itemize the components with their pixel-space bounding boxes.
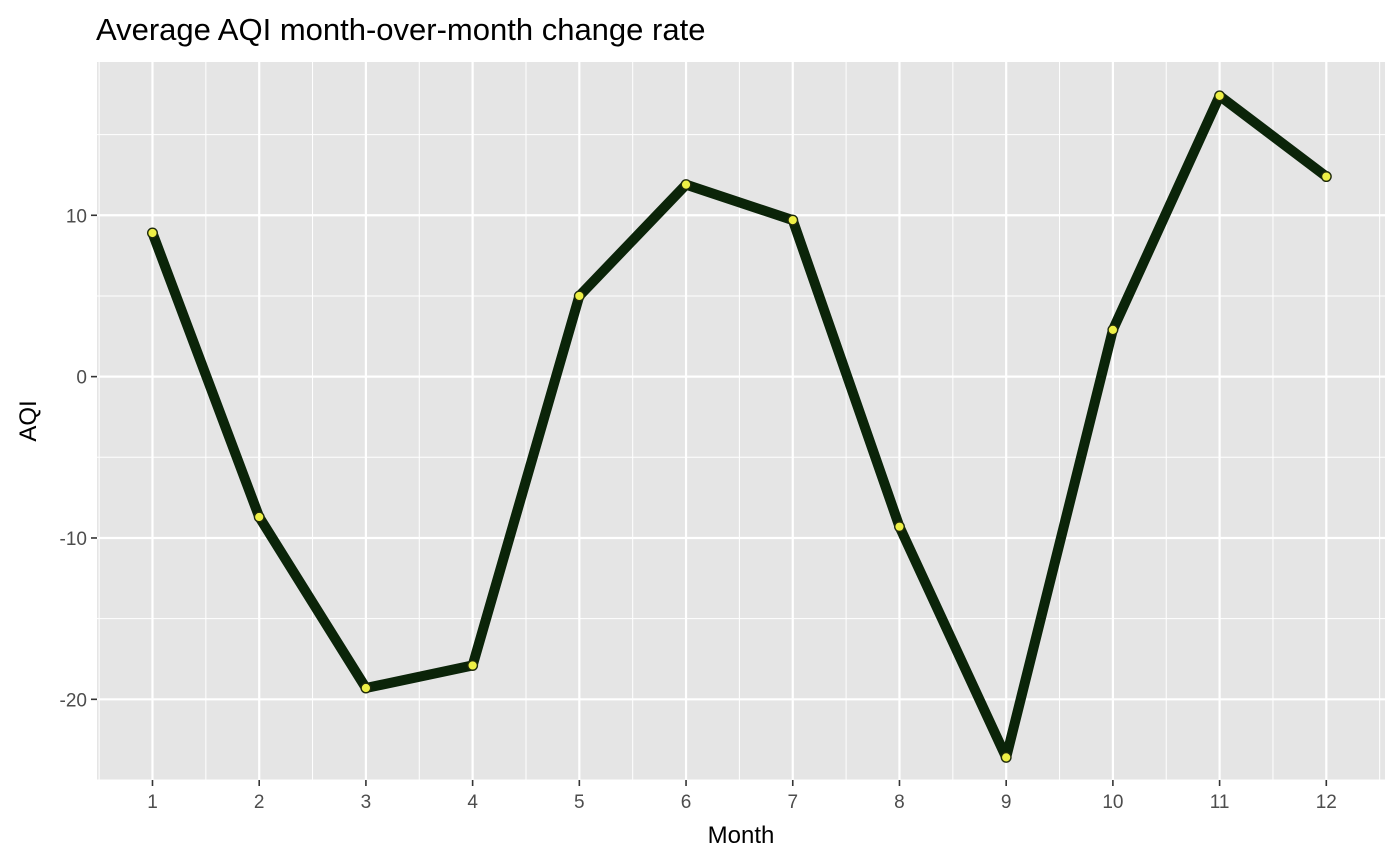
- data-point: [1000, 751, 1012, 763]
- x-tick-label: 12: [1316, 792, 1337, 813]
- x-tick-label: 7: [787, 792, 798, 813]
- data-point: [680, 179, 692, 191]
- chart-title: Average AQI month-over-month change rate: [96, 12, 705, 47]
- x-tick-label: 2: [254, 792, 265, 813]
- points-layer: [146, 90, 1332, 763]
- x-axis-title: Month: [708, 822, 775, 849]
- y-tick-label: -10: [60, 529, 87, 550]
- x-tick-label: 4: [467, 792, 478, 813]
- y-tick-label: 10: [66, 206, 87, 227]
- data-point: [360, 682, 372, 694]
- x-tick-label: 1: [147, 792, 158, 813]
- y-tick-label: -20: [60, 690, 87, 711]
- data-point: [1320, 171, 1332, 183]
- x-tick-label: 11: [1210, 792, 1230, 813]
- grid-minor: [97, 62, 1385, 781]
- y-tick-label: 0: [76, 368, 87, 389]
- y-tick-labels: 10 0 -10 -20: [60, 206, 87, 711]
- series-line: [147, 90, 1330, 763]
- x-tick-labels: 1 2 3 4 5 6 7 8 9 10 11 12: [147, 792, 1337, 813]
- grid-major: [97, 62, 1385, 780]
- x-tick-label: 9: [1001, 792, 1012, 813]
- y-axis-title: AQI: [15, 400, 42, 441]
- data-point: [146, 227, 158, 239]
- data-point: [1107, 324, 1119, 336]
- x-tick-label: 6: [681, 792, 692, 813]
- x-tick-label: 8: [894, 792, 905, 813]
- x-tick-label: 10: [1102, 792, 1123, 813]
- plot-panel: [97, 62, 1385, 780]
- data-point: [573, 290, 585, 302]
- data-point: [893, 521, 905, 533]
- x-tick-label: 5: [574, 792, 585, 813]
- series-layer: [147, 90, 1330, 763]
- data-point: [1214, 90, 1226, 102]
- data-point: [467, 659, 479, 671]
- data-point: [253, 511, 265, 523]
- data-point: [787, 214, 799, 226]
- axis-ticks: [91, 214, 1328, 786]
- x-tick-label: 3: [361, 792, 372, 813]
